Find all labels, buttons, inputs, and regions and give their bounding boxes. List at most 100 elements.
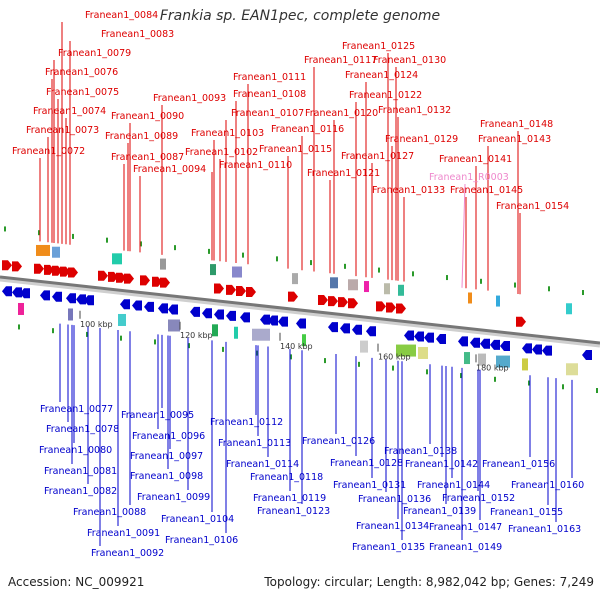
annotation-block	[68, 308, 73, 321]
reverse-gene-arrow	[470, 337, 480, 348]
marker-tick	[562, 384, 564, 390]
top-gene-label: Franean1_0087	[111, 152, 184, 163]
top-gene-label: Franean1_0154	[496, 201, 569, 212]
forward-gene-arrow	[246, 287, 256, 298]
bottom-gene-label: Franean1_0139	[403, 506, 476, 517]
forward-gene-arrow	[140, 275, 150, 286]
reverse-gene-arrow	[582, 350, 592, 361]
forward-gene-arrow	[288, 291, 298, 302]
annotation-block	[348, 279, 358, 291]
forward-gene-arrow	[124, 273, 134, 284]
reverse-gene-arrow	[436, 333, 446, 344]
reverse-gene-arrow	[66, 293, 76, 304]
forward-gene-arrow	[60, 266, 70, 277]
reverse-gene-arrow	[120, 299, 130, 310]
bottom-gene-label: Franean1_0077	[40, 404, 113, 415]
annotation-block	[232, 266, 242, 278]
top-gene-label: Franean1_0130	[373, 55, 446, 66]
reverse-gene-arrow	[404, 330, 414, 341]
bottom-gene-label: Franean1_0099	[137, 492, 210, 503]
top-gene-label: Franean1_0079	[58, 48, 131, 59]
marker-tick	[446, 275, 448, 281]
bottom-gene-label: Franean1_0149	[429, 542, 502, 553]
kbp-tick-label: 100 kbp	[80, 320, 113, 329]
top-gene-label: Franean1_0117	[304, 55, 377, 66]
top-gene-label: Franean1_0103	[191, 128, 264, 139]
reverse-gene-arrow	[260, 314, 270, 325]
bottom-gene-label: Franean1_0163	[508, 524, 581, 535]
marker-tick	[528, 380, 530, 386]
top-gene-label: Franean1_0073	[26, 125, 99, 136]
top-gene-label: Franean1_0111	[233, 72, 306, 83]
annotation-block	[52, 246, 60, 258]
top-gene-label: Franean1_0116	[271, 124, 344, 135]
top-gene-label: Franean1_0127	[341, 151, 414, 162]
bottom-gene-label: Franean1_0118	[250, 472, 323, 483]
forward-gene-arrow	[516, 316, 526, 327]
reverse-gene-arrow	[2, 286, 12, 297]
bottom-gene-label: Franean1_0080	[39, 445, 112, 456]
marker-tick	[242, 252, 244, 258]
reverse-gene-arrow	[500, 341, 510, 351]
top-gene-label: Franean1_0076	[45, 67, 118, 78]
reverse-gene-arrow	[490, 339, 500, 350]
reverse-gene-arrow	[278, 316, 288, 327]
annotation-block	[396, 344, 416, 357]
bottom-gene-label: Franean1_0096	[132, 431, 205, 442]
bottom-gene-label: Franean1_0147	[429, 522, 502, 533]
reverse-gene-arrow	[76, 294, 86, 305]
bottom-gene-label: Franean1_0097	[130, 451, 203, 462]
genome-title: Frankia sp. EAN1pec, complete genome	[159, 8, 441, 24]
bottom-gene-label: Franean1_0128	[330, 458, 403, 469]
reverse-gene-arrow	[20, 288, 30, 299]
reverse-gene-arrow	[52, 291, 62, 302]
marker-tick	[38, 230, 40, 236]
forward-gene-arrow	[108, 271, 118, 282]
top-gene-label: Franean1_0125	[342, 41, 415, 52]
annotation-block	[464, 352, 470, 365]
top-gene-label: Franean1_0108	[233, 89, 306, 100]
forward-gene-arrow	[318, 294, 328, 305]
bottom-gene-label: Franean1_0144	[417, 480, 490, 491]
annotation-block	[566, 303, 572, 315]
bottom-gene-label: Franean1_0123	[257, 506, 330, 517]
annotation-block	[160, 258, 166, 270]
bottom-gene-label: Franean1_0088	[73, 507, 146, 518]
bottom-gene-label: Franean1_0131	[333, 480, 406, 491]
forward-gene-arrow	[52, 265, 62, 276]
forward-gene-arrow	[12, 261, 22, 272]
top-gene-label: Franean1_0084	[85, 10, 158, 21]
marker-tick	[310, 260, 312, 266]
reverse-gene-arrow	[202, 308, 212, 319]
marker-tick	[208, 248, 210, 254]
annotation-block	[360, 340, 368, 353]
bottom-gene-label: Franean1_0106	[165, 535, 238, 546]
top-gene-label: Franean1_0141	[439, 154, 512, 165]
top-gene-label: Franean1_R0003	[429, 172, 509, 183]
bottom-gene-label: Franean1_0152	[442, 493, 515, 504]
annotation-block	[468, 292, 472, 304]
top-gene-label: Franean1_0124	[345, 70, 418, 81]
reverse-gene-arrow	[366, 326, 376, 337]
marker-tick	[18, 324, 20, 330]
top-gene-label: Franean1_0145	[450, 185, 523, 196]
marker-tick	[188, 343, 190, 349]
reverse-gene-arrow	[296, 318, 306, 329]
genome-backbone	[0, 275, 600, 345]
top-gene-label: Franean1_0094	[133, 164, 206, 175]
marker-tick	[140, 241, 142, 247]
bottom-gene-label: Franean1_0134	[356, 521, 429, 532]
forward-gene-arrow	[338, 297, 348, 308]
bottom-gene-label: Franean1_0082	[44, 486, 117, 497]
bottom-gene-label: Franean1_0098	[130, 471, 203, 482]
marker-tick	[494, 376, 496, 382]
reverse-gene-arrow	[214, 309, 224, 320]
annotation-block	[522, 358, 528, 371]
marker-tick	[276, 256, 278, 262]
reverse-gene-arrow	[40, 290, 50, 301]
bottom-gene-label: Franean1_0114	[226, 459, 299, 470]
top-gene-label: Franean1_0089	[105, 131, 178, 142]
kbp-tick-label: 180 kbp	[476, 363, 509, 372]
reverse-gene-arrow	[458, 336, 468, 347]
forward-gene-arrow	[152, 276, 162, 287]
